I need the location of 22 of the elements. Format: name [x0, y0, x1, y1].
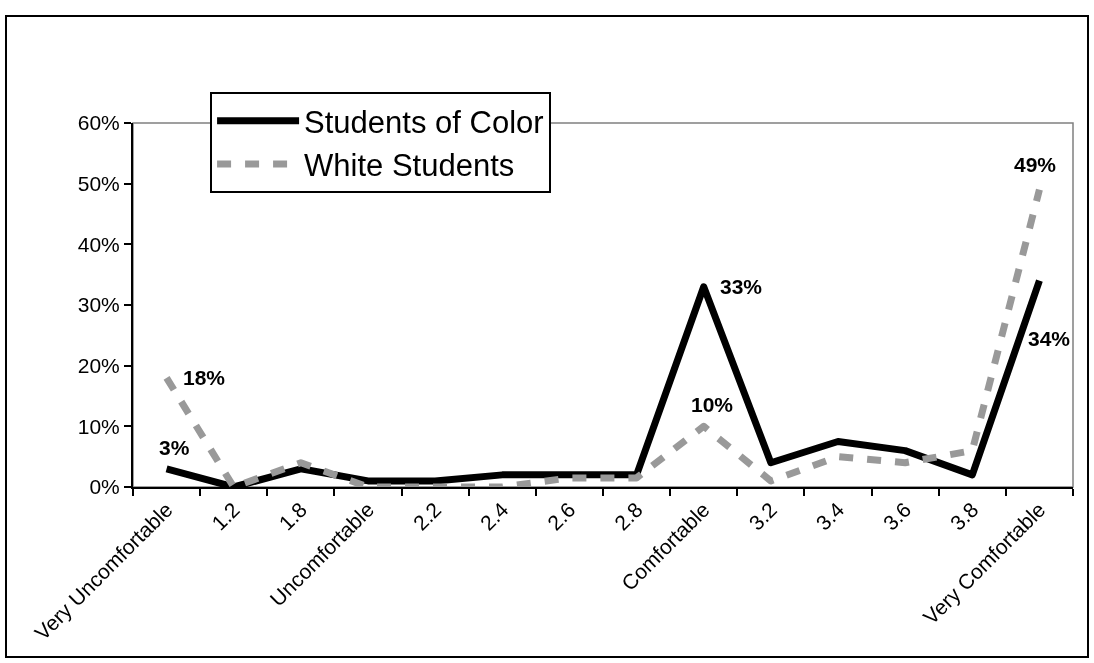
x-tick-label: 1.2 [207, 497, 244, 535]
y-tick-label: 20% [77, 354, 120, 378]
x-tick-label: 2.2 [408, 497, 446, 535]
data-label: 34% [1028, 327, 1071, 350]
y-tick-label: 60% [77, 111, 120, 135]
x-tick-label: 3.6 [878, 497, 916, 535]
x-tick-label: 2.6 [542, 497, 580, 535]
y-tick-label: 40% [77, 232, 120, 256]
data-label: 49% [1014, 153, 1057, 176]
legend-label: White Students [304, 148, 515, 184]
x-tick-label: 3.4 [811, 497, 849, 535]
y-tick-label: 30% [77, 293, 120, 317]
x-tick-label: 3.2 [744, 497, 782, 535]
y-tick-label: 0% [89, 475, 120, 499]
y-tick-label: 50% [77, 172, 120, 196]
data-label: 10% [691, 393, 734, 416]
y-tick-label: 10% [77, 414, 120, 438]
data-label: 3% [159, 436, 190, 459]
data-label: 18% [183, 366, 226, 389]
x-tick-label: 2.4 [475, 497, 513, 535]
legend-label: Students of Color [304, 104, 544, 140]
data-label: 33% [720, 275, 763, 298]
